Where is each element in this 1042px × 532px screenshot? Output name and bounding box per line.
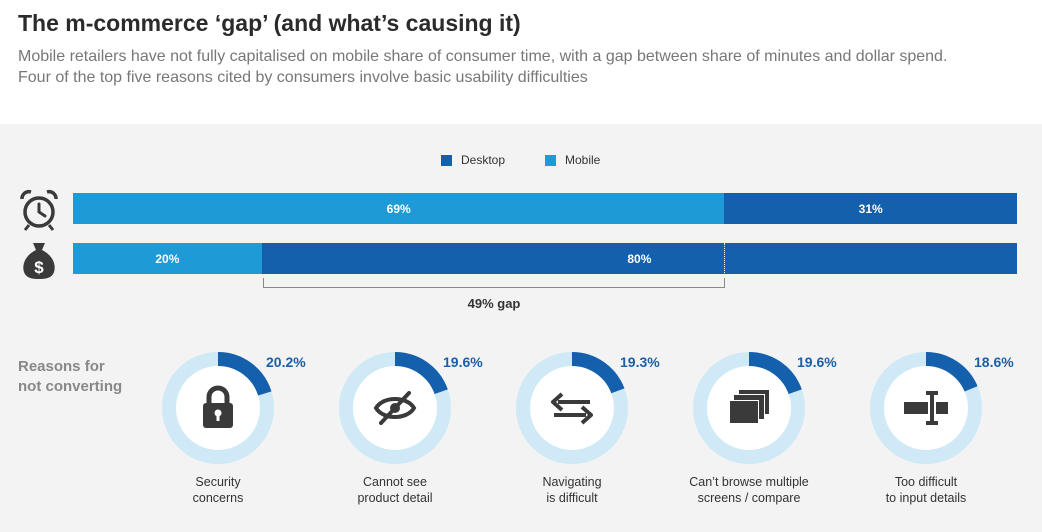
reason-product-detail: 19.6% Cannot see product detail <box>335 348 515 518</box>
reason-caption-line-1: Cannot see <box>363 475 427 489</box>
bar-segment-mobile: 20% <box>73 243 262 274</box>
reason-caption-line-2: concerns <box>192 491 244 505</box>
donut-navigation <box>516 352 628 464</box>
gap-dotted-line <box>724 243 725 273</box>
reason-caption-line-2: product detail <box>357 491 433 505</box>
padlock-icon <box>203 385 233 428</box>
stacked-screens-icon <box>729 390 769 424</box>
donut-value-arc <box>748 352 802 395</box>
reason-caption-line-2: screens / compare <box>697 491 801 505</box>
reason-caption: Too difficult to input details <box>836 474 1016 506</box>
swap-arrows-icon <box>551 392 593 425</box>
svg-text:$: $ <box>34 258 44 277</box>
reason-compare-screens: 19.6% Can’t browse multiple screens / co… <box>689 348 869 518</box>
gap-annotation: 49% gap <box>467 296 521 311</box>
reason-pct: 20.2% <box>266 354 306 370</box>
subtitle-line-2: Four of the top five reasons cited by co… <box>18 69 588 86</box>
reason-caption: Cannot see product detail <box>305 474 485 506</box>
chart-legend: Desktop Mobile <box>0 153 1042 169</box>
reasons-heading-line-2: not converting <box>18 378 123 395</box>
text-cursor-icon <box>904 391 948 425</box>
donut-value-arc <box>925 352 978 392</box>
reason-caption-line-1: Security <box>195 475 241 489</box>
subtitle-line-1: Mobile retailers have not fully capitali… <box>18 48 948 65</box>
reasons-heading-line-1: Reasons for <box>18 358 105 375</box>
donut-value-arc <box>217 352 272 396</box>
reason-caption-line-1: Too difficult <box>894 475 958 489</box>
page-title: The m-commerce ‘gap’ (and what’s causing… <box>18 10 521 36</box>
reason-caption: Can’t browse multiple screens / compare <box>659 474 839 506</box>
reason-security: 20.2% Security concerns <box>158 348 338 518</box>
bar-spend-share: 20% 80% <box>73 243 1017 274</box>
reason-pct: 19.6% <box>797 354 837 370</box>
legend-label-mobile: Mobile <box>565 153 601 167</box>
reason-caption-line-1: Navigating <box>542 475 602 489</box>
bar-segment-desktop: 31% <box>724 193 1017 224</box>
money-bag-icon: $ <box>23 243 55 279</box>
gap-bracket <box>263 278 725 288</box>
donut-value-arc <box>571 352 625 394</box>
reason-caption-line-2: to input details <box>885 491 967 505</box>
eye-slash-icon <box>373 391 417 425</box>
reason-navigation: 19.3% Navigating is difficult <box>512 348 692 518</box>
bar-segment-mobile: 69% <box>73 193 725 224</box>
legend-item-desktop: Desktop <box>441 153 505 167</box>
chart-panel <box>0 124 1042 532</box>
reason-caption-line-1: Can’t browse multiple <box>689 475 809 489</box>
legend-swatch-mobile <box>545 154 556 166</box>
page-subtitle: Mobile retailers have not fully capitali… <box>18 46 1038 88</box>
reason-caption-line-2: is difficult <box>546 491 598 505</box>
alarm-clock-icon <box>20 189 58 231</box>
bar-segment-desktop: 80% <box>261 243 1017 274</box>
legend-item-mobile: Mobile <box>545 153 600 167</box>
bar-time-share: 69% 31% <box>73 193 1017 224</box>
reasons-heading: Reasons for not converting <box>18 357 122 397</box>
legend-swatch-desktop <box>441 154 452 166</box>
reason-caption: Navigating is difficult <box>482 474 662 506</box>
reason-pct: 19.3% <box>620 354 660 370</box>
reason-caption: Security concerns <box>128 474 308 506</box>
donut-value-arc <box>394 352 448 395</box>
reason-input-details: 18.6% Too difficult to input details <box>866 348 1042 518</box>
legend-label-desktop: Desktop <box>461 153 506 167</box>
reason-pct: 18.6% <box>974 354 1014 370</box>
reason-pct: 19.6% <box>443 354 483 370</box>
